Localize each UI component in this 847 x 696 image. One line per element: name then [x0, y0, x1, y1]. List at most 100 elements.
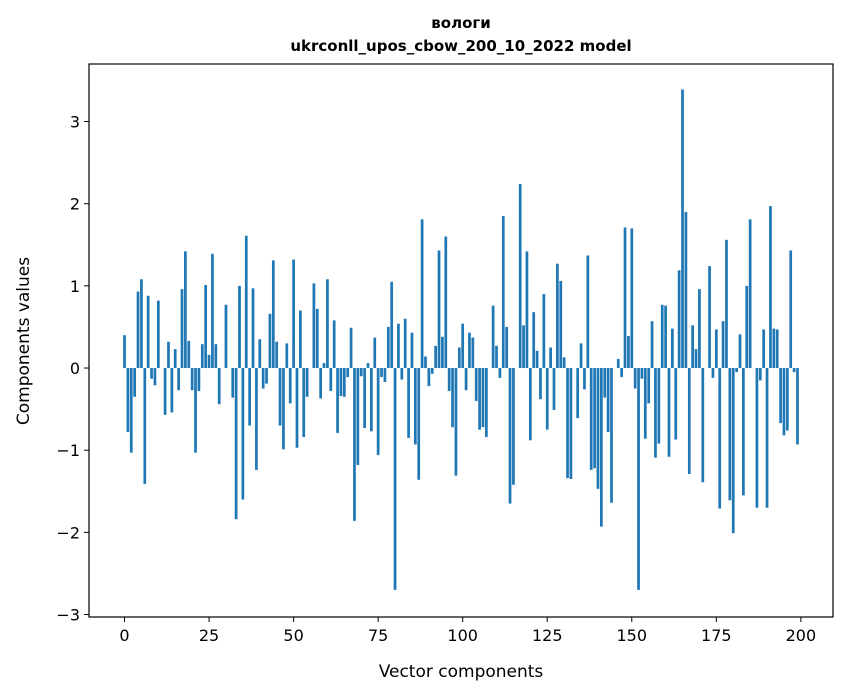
bar [674, 368, 678, 440]
bar [390, 281, 394, 369]
x-axis-label: Vector components [379, 662, 544, 682]
bar [234, 368, 238, 520]
bar [708, 266, 711, 369]
bar [701, 368, 705, 483]
bar [785, 368, 789, 431]
x-tick-label: 150 [617, 626, 648, 645]
bar [251, 288, 255, 369]
bar [143, 368, 147, 484]
bar [282, 368, 285, 450]
bar [447, 368, 451, 392]
y-axis-label: Components values [14, 257, 34, 425]
bar [501, 216, 505, 369]
bar [217, 368, 221, 405]
bar [579, 343, 583, 369]
bar [413, 368, 417, 445]
bar [623, 227, 627, 369]
x-tick-label: 125 [532, 626, 563, 645]
bar [772, 328, 776, 369]
bar [386, 326, 390, 369]
bar [762, 329, 766, 369]
bar [244, 235, 248, 369]
bar [211, 253, 214, 369]
bar [224, 304, 228, 369]
bar [376, 368, 380, 456]
bar [535, 350, 539, 369]
bar [796, 368, 799, 445]
bar [153, 368, 157, 386]
bar [792, 368, 796, 373]
bar [495, 345, 498, 369]
bar [295, 368, 299, 448]
bar [478, 368, 481, 430]
bar [194, 368, 197, 453]
bar [285, 343, 289, 369]
bar [373, 337, 377, 369]
bar [691, 325, 695, 369]
bar [464, 368, 468, 391]
bar [126, 368, 130, 433]
bar [528, 368, 532, 441]
bar [359, 368, 363, 377]
bar [275, 341, 279, 369]
bar [569, 368, 573, 479]
bar [265, 368, 268, 384]
bar [312, 283, 316, 369]
bar [129, 368, 133, 453]
bar [522, 325, 525, 369]
bar [728, 368, 732, 501]
bar [146, 295, 150, 369]
bar [765, 368, 769, 508]
bar [420, 219, 424, 369]
bar [485, 368, 488, 438]
bar [714, 329, 718, 369]
bar [356, 368, 360, 465]
bar [434, 345, 437, 369]
y-tick-label: −1 [56, 441, 80, 460]
bar [407, 368, 410, 438]
bar [403, 318, 407, 369]
bar [657, 368, 661, 444]
bar [471, 337, 475, 369]
chart-title: вологи [431, 14, 490, 32]
bar [559, 280, 563, 369]
bar [238, 285, 241, 369]
bar [508, 368, 512, 504]
bar-series [123, 89, 799, 590]
bar [681, 89, 684, 369]
bar [637, 368, 640, 590]
bar [437, 250, 441, 369]
bar [451, 368, 454, 428]
bar [204, 285, 208, 369]
chart-subtitle: ukrconll_upos_cbow_200_10_2022 model [290, 37, 631, 55]
bar [599, 368, 603, 527]
bar [647, 368, 651, 404]
bar [687, 368, 691, 475]
bar [461, 323, 465, 369]
bar [539, 368, 542, 400]
bar [481, 368, 485, 428]
bar [180, 289, 184, 369]
bar [640, 368, 644, 379]
bar [549, 347, 552, 369]
bar [430, 368, 434, 374]
bar [173, 349, 177, 369]
bar [346, 368, 350, 378]
bar [596, 368, 600, 489]
bar [633, 368, 637, 389]
bar [336, 368, 339, 433]
bar [258, 339, 262, 369]
bar [370, 368, 373, 432]
bar [231, 368, 235, 398]
bar [468, 332, 471, 369]
bar [735, 368, 738, 373]
bar [123, 335, 126, 369]
y-tick-label: 1 [70, 277, 80, 296]
bar [454, 368, 458, 476]
bar [667, 368, 671, 457]
bar [654, 368, 657, 458]
bar [305, 368, 309, 397]
bar [677, 270, 681, 369]
x-tick-label: 25 [199, 626, 219, 645]
bar [197, 368, 201, 392]
